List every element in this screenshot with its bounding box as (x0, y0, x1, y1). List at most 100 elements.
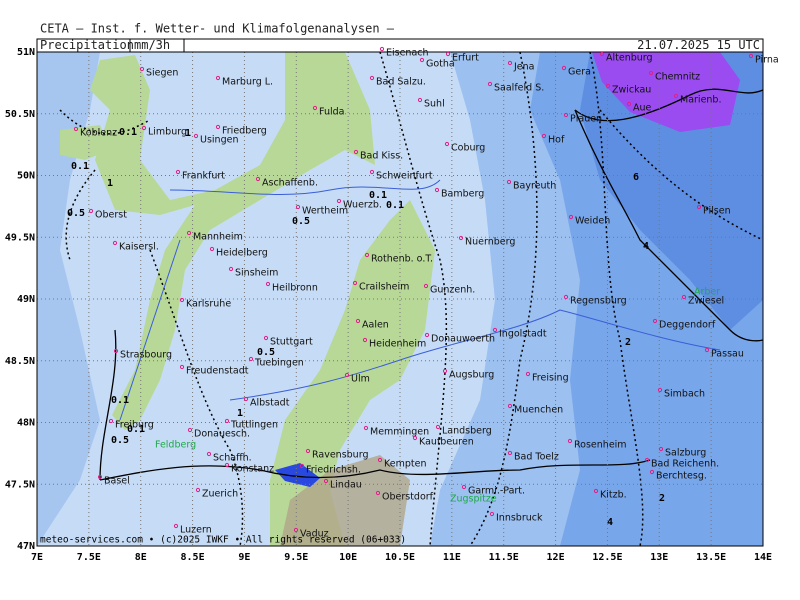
city-dot (649, 469, 655, 475)
lat-tick-label: 50.5N (5, 109, 35, 120)
city-label: Fulda (319, 107, 344, 118)
city-label: Pilsen (703, 206, 731, 217)
city-label: Rosenheim (574, 440, 627, 451)
contour (469, 52, 538, 546)
city-label: Strasbourg (120, 350, 172, 361)
city-label: Basel (104, 476, 130, 487)
rivers (119, 179, 721, 421)
lon-tick-label: 9.5E (284, 552, 308, 563)
city-dot (423, 283, 429, 289)
contour-label: 1 (237, 408, 243, 419)
city-dot (295, 204, 301, 210)
contour-label: 4 (607, 517, 613, 528)
city-dot (224, 462, 230, 468)
lon-tick-label: 11.5E (489, 552, 519, 563)
city-dot (265, 281, 271, 287)
city-dot (363, 425, 369, 431)
city-dot (458, 235, 464, 241)
city-label: Gera (568, 67, 591, 78)
city-label: Sinsheim (235, 268, 278, 279)
city-label: Donauwoerth (431, 334, 495, 345)
city-label: Bayreuth (513, 181, 556, 192)
lon-tick-label: 8.5E (181, 552, 205, 563)
lon-tick-label: 13.5E (696, 552, 726, 563)
city-dot (626, 101, 632, 107)
city-label: Tuebingen (254, 358, 304, 369)
city-dot (299, 463, 305, 469)
city-dot (506, 179, 512, 185)
lon-tick-label: 7.5E (77, 552, 101, 563)
lon-tick-label: 10.5E (385, 552, 415, 563)
contour-label: 1 (185, 128, 191, 139)
peak-label: Feldberg (155, 440, 196, 451)
peak-label: Zugspitze (450, 494, 497, 505)
city-label: Simbach (664, 389, 705, 400)
city-dot (215, 124, 221, 130)
city-label: Ulm (351, 374, 370, 385)
institute: CETA — Inst. f. Wetter- und Klimafolgena… (40, 22, 395, 36)
city-dot (206, 451, 212, 457)
field-green-s (270, 200, 435, 546)
field-green-w (60, 125, 110, 160)
city-dot (141, 125, 147, 131)
city-dot (442, 368, 448, 374)
city-dot (112, 240, 118, 246)
city-label: Mannheim (193, 232, 243, 243)
city-label: Wuerzb. (343, 200, 382, 211)
field-alps (280, 455, 410, 546)
city-dot (375, 490, 381, 496)
lat-tick-label: 51N (17, 47, 35, 58)
city-dot (561, 65, 567, 71)
contour-label: 0.1 (111, 395, 129, 406)
city-dot (434, 187, 440, 193)
field-lake (275, 463, 320, 487)
lon-tick-label: 13E (650, 552, 668, 563)
city-label: Tuttlingen (230, 420, 278, 431)
city-dot (263, 335, 269, 341)
lat-tick-label: 49N (17, 294, 35, 305)
city-dot (139, 66, 145, 72)
city-dot (344, 372, 350, 378)
city-dot (419, 57, 425, 63)
city-dot (255, 176, 261, 182)
unit: mm/3h (134, 38, 170, 52)
city-dot (492, 327, 498, 333)
city-label: Siegen (146, 68, 178, 79)
lon-tick-label: 11E (443, 552, 461, 563)
city-dot (605, 83, 611, 89)
city-label: Limburg (148, 127, 187, 138)
city-dot (312, 105, 318, 111)
contour-label: 0.1 (369, 190, 387, 201)
city-label: Frankfurt (182, 171, 225, 182)
city-dot (248, 356, 254, 362)
city-dot (593, 488, 599, 494)
contour-label: 1 (107, 178, 113, 189)
city-label: Passau (711, 349, 744, 360)
city-label: Oberst (95, 210, 127, 221)
city-label: Karlsruhe (186, 299, 231, 310)
city-dot (563, 112, 569, 118)
city-dot (228, 266, 234, 272)
city-label: Memmingen (370, 427, 429, 438)
city-label: Lindau (330, 480, 362, 491)
city-dot (563, 294, 569, 300)
peak-label: Arber (694, 287, 720, 298)
city-dot (648, 70, 654, 76)
grid (37, 52, 763, 546)
city-label: Kaufbeuren (419, 437, 474, 448)
river (229, 309, 721, 401)
city-dot (507, 60, 513, 66)
datetime: 21.07.2025 15 UTC (637, 38, 760, 52)
field-green-n (90, 52, 375, 430)
contour-label: 0.1 (119, 127, 137, 138)
city-label: Chemnitz (655, 72, 700, 83)
city-label: Bad Kiss. (360, 151, 403, 162)
city-label: Oberstdorf (382, 492, 434, 503)
city-dot (541, 133, 547, 139)
city-label: Bad Reichenh. (651, 459, 719, 470)
city-label: Schweinfurt (376, 171, 433, 182)
city-dot (379, 46, 385, 52)
city-label: Bad Toelz (514, 452, 559, 463)
axes: 7E 7.5E 8E 8.5E 9E 9.5E 10E 10.5E 11E 11.5E 12E 12.… (5, 47, 772, 563)
